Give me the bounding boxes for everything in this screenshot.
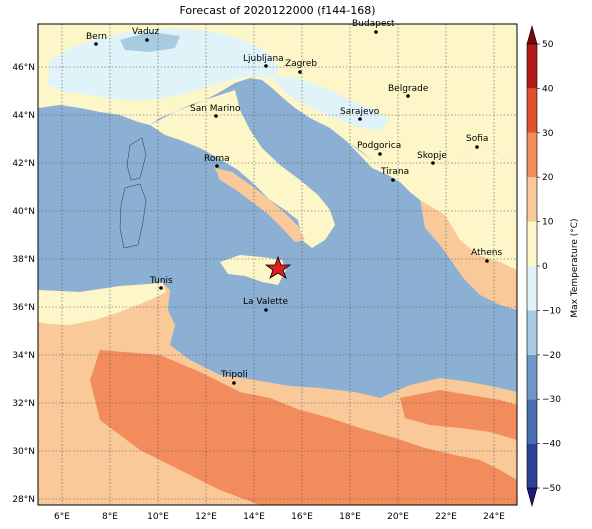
city-label-ljubljana: Ljubljana (243, 54, 284, 64)
colorbar-bin (527, 221, 537, 266)
city-label-athens: Athens (471, 248, 502, 258)
lon-tick-label: 12°E (195, 512, 217, 522)
city-label-budapest: Budapest (352, 19, 395, 29)
city-dot-tunis (159, 286, 163, 290)
colorbar: −50 −40 −30 −20 −10 0 10 20 30 40 50 (526, 24, 561, 508)
lon-tick-label: 18°E (339, 512, 361, 522)
land-sardinia (119, 183, 147, 249)
cold-pannonian (270, 75, 390, 130)
colorbar-tick-label: −50 (542, 484, 561, 494)
city-dot-athens (485, 259, 489, 263)
city-dot-podgorica (378, 152, 382, 156)
city-dot-skopje (431, 161, 435, 165)
colorbar-tick-label: 40 (542, 84, 554, 94)
colorbar-tick-label: −20 (542, 351, 561, 361)
city-label-zagreb: Zagreb (285, 59, 317, 69)
lat-tick-label: 38°N (12, 255, 35, 265)
city-label-belgrade: Belgrade (388, 84, 429, 94)
colorbar-bin (527, 443, 537, 488)
colorbar-tick-label: −10 (542, 306, 561, 316)
colorbar-bin (527, 310, 537, 355)
lon-tick-label: 6°E (54, 512, 70, 522)
city-dot-roma (215, 164, 219, 168)
city-dot-la-valette (264, 308, 268, 312)
africa-warm-patch-2 (400, 390, 517, 440)
city-label-tunis: Tunis (149, 276, 173, 286)
location-star-icon (264, 255, 292, 279)
city-dot-bern (94, 42, 98, 46)
lon-tick-label: 22°E (435, 512, 457, 522)
city-label-tripoli: Tripoli (220, 370, 248, 380)
africa-cool-band (38, 282, 166, 325)
lon-labels: 6°E 8°E 10°E 12°E 14°E 16°E 18°E 20°E 22… (54, 512, 505, 522)
greece-warm-coast (420, 200, 517, 310)
city-label-bern: Bern (86, 32, 107, 42)
colorbar-tick-label: 50 (542, 40, 554, 50)
city-dot-budapest (374, 30, 378, 34)
plot-frame (37, 23, 518, 506)
city-label-tirana: Tirana (380, 167, 409, 177)
lat-labels: 28°N 30°N 32°N 34°N 36°N 38°N 40°N 42°N … (12, 63, 35, 505)
colorbar-bin (527, 132, 537, 178)
lat-tick-label: 30°N (12, 447, 35, 457)
city-dot-ljubljana (264, 64, 268, 68)
land-sicily (220, 255, 286, 285)
lat-tick-label: 46°N (12, 63, 35, 73)
cold-alps (48, 28, 280, 100)
lat-tick-label: 28°N (12, 495, 35, 505)
colorbar-bin (527, 88, 537, 133)
colorbar-tick-label: 10 (542, 218, 554, 228)
colorbar-bin (527, 177, 537, 222)
city-dot-tripoli (232, 381, 236, 385)
city-label-sarajevo: Sarajevo (340, 107, 380, 117)
africa-warm-patch-1 (90, 350, 517, 505)
lon-tick-label: 20°E (387, 512, 409, 522)
italy-warm-coast (215, 168, 305, 242)
lon-tick-label: 10°E (147, 512, 169, 522)
lon-tick-label: 8°E (102, 512, 118, 522)
colorbar-bin (527, 354, 537, 400)
city-dot-sofia (475, 145, 479, 149)
cities: Bern Vaduz Budapest Ljubljana Zagreb Bel… (86, 19, 502, 385)
land-italy (150, 90, 335, 248)
colorbar-bin (527, 44, 537, 89)
lat-tick-label: 34°N (12, 351, 35, 361)
city-label-san-marino: San Marino (190, 104, 241, 114)
lat-tick-label: 44°N (12, 111, 35, 121)
city-dot-vaduz (145, 38, 149, 42)
land-balkans (345, 140, 517, 300)
colorbar-tick-label: 0 (542, 262, 548, 272)
colorbar-bin (527, 266, 537, 311)
colorbar-tick-label: −40 (542, 440, 561, 450)
city-label-roma: Roma (204, 154, 230, 164)
very-cold-alps (120, 32, 180, 52)
city-dot-zagreb (298, 70, 302, 74)
lon-tick-label: 14°E (243, 512, 265, 522)
colorbar-tick-label: 30 (542, 129, 554, 139)
city-label-vaduz: Vaduz (132, 27, 159, 37)
city-dot-sarajevo (358, 117, 362, 121)
lat-tick-label: 40°N (12, 207, 35, 217)
colorbar-tick-label: −30 (542, 395, 561, 405)
colorbar-extend-min (526, 487, 538, 508)
lon-tick-label: 16°E (291, 512, 313, 522)
land-corsica (126, 137, 147, 181)
city-label-la-valette: La Valette (243, 297, 288, 307)
colorbar-tick-label: 20 (542, 173, 554, 183)
lat-tick-label: 36°N (12, 303, 35, 313)
city-label-podgorica: Podgorica (357, 141, 401, 151)
city-label-sofia: Sofia (466, 134, 488, 144)
city-label-skopje: Skopje (417, 151, 447, 161)
lon-tick-label: 24°E (483, 512, 505, 522)
lat-tick-label: 42°N (12, 159, 35, 169)
city-dot-tirana (391, 178, 395, 182)
lat-tick-label: 32°N (12, 399, 35, 409)
map-title: Forecast of 2020122000 (f144-168) (179, 4, 376, 17)
city-dot-san-marino (214, 114, 218, 118)
city-dot-belgrade (406, 94, 410, 98)
colorbar-extend-max (526, 24, 538, 45)
colorbar-label: Max Temperature (°C) (570, 218, 580, 317)
colorbar-bin (527, 399, 537, 444)
